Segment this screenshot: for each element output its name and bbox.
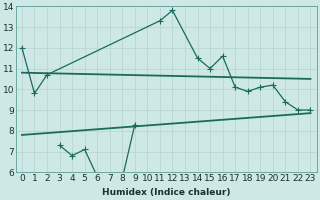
X-axis label: Humidex (Indice chaleur): Humidex (Indice chaleur) [102,188,230,197]
